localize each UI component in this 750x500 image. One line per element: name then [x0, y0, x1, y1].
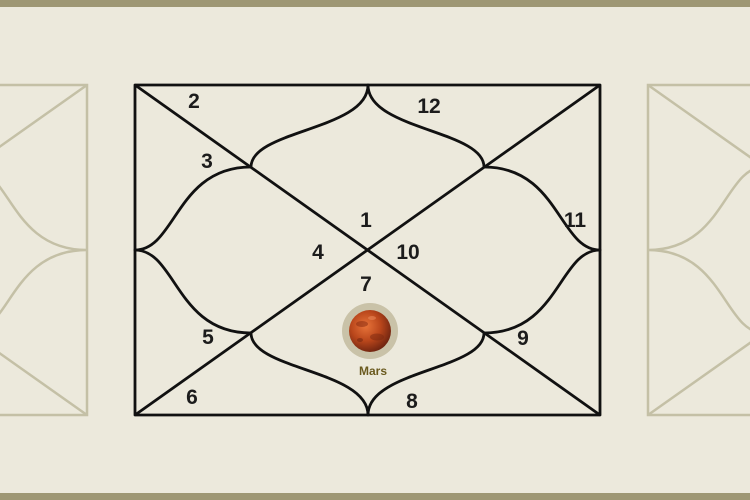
bottom-border-band — [0, 493, 750, 500]
house-number-1: 1 — [360, 209, 372, 232]
house-number-5: 5 — [202, 326, 214, 349]
ghost-chart-right — [646, 83, 750, 417]
house-number-8: 8 — [406, 390, 418, 413]
house-number-12: 12 — [417, 95, 440, 118]
house-number-10: 10 — [396, 241, 419, 264]
house-number-2: 2 — [188, 90, 200, 113]
house-number-11: 11 — [564, 209, 587, 232]
house-number-7: 7 — [360, 273, 372, 296]
top-border-band — [0, 0, 750, 7]
planet-mars[interactable]: Mars — [342, 303, 398, 378]
house-number-4: 4 — [312, 241, 324, 264]
main-chart — [133, 83, 602, 417]
house-number-6: 6 — [186, 386, 198, 409]
ghost-chart-left — [0, 83, 89, 417]
mars-icon — [349, 310, 391, 352]
house-number-9: 9 — [517, 327, 529, 350]
house-number-3: 3 — [201, 150, 213, 173]
inner-lotus-outline — [133, 83, 602, 417]
diagonal-line — [134, 83, 601, 417]
planet-label: Mars — [359, 364, 387, 378]
